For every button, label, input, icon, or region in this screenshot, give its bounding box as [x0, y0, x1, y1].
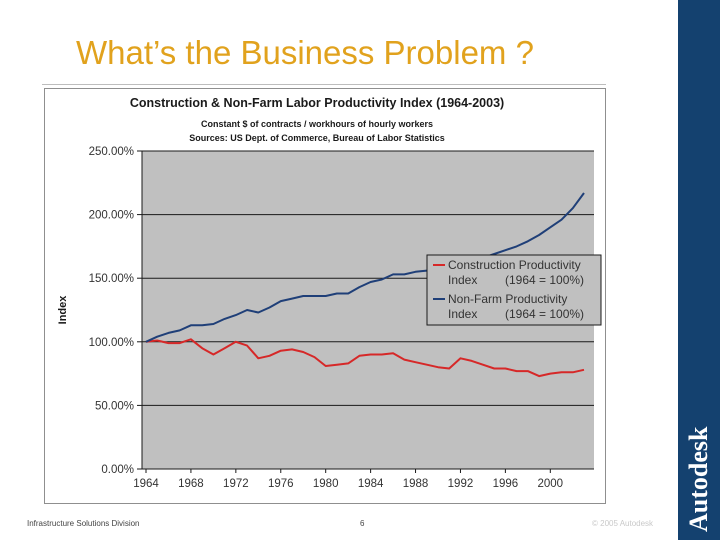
x-tick-label: 1984 — [358, 478, 384, 490]
legend-label-index: Index — [448, 307, 477, 321]
construction-series-line — [145, 338, 585, 378]
slide-title: What’s the Business Problem ? — [76, 34, 534, 71]
page-number: 6 — [360, 519, 365, 528]
x-tick-label: 2000 — [538, 478, 564, 490]
x-tick-label: 1980 — [313, 478, 339, 490]
chart-title: Construction & Non-Farm Labor Productivi… — [130, 96, 504, 110]
title-divider — [42, 84, 606, 85]
y-tick-label: 250.00% — [89, 146, 134, 158]
copyright: © 2005 Autodesk — [592, 519, 654, 528]
brand-wordmark: Autodesk — [684, 426, 713, 532]
x-tick-label: 1992 — [448, 478, 474, 490]
y-tick-label: 200.00% — [89, 210, 134, 222]
footer-division: Infrastructure Solutions Division — [27, 519, 140, 528]
chart-subtitle-line-2: Sources: US Dept. of Commerce, Bureau of… — [189, 133, 445, 143]
x-tick-label: 1988 — [403, 478, 429, 490]
x-tick-label: 1996 — [493, 478, 519, 490]
y-tick-label: 150.00% — [89, 273, 134, 285]
y-tick-label: 50.00% — [95, 400, 134, 412]
x-tick-label: 1972 — [223, 478, 249, 490]
chart-frame: Construction & Non-Farm Labor Productivi… — [44, 88, 606, 504]
series-layer — [145, 192, 585, 378]
y-tick-label: 100.00% — [89, 337, 134, 349]
chart-subtitle-line-1: Constant $ of contracts / workhours of h… — [201, 119, 433, 129]
legend-box — [426, 254, 602, 326]
legend-label-index: Index — [448, 273, 477, 287]
productivity-chart: Construction & Non-Farm Labor Productivi… — [57, 96, 602, 490]
legend-label-base: (1964 = 100%) — [505, 307, 584, 321]
x-tick-label: 1976 — [268, 478, 294, 490]
y-axis-label: Index — [57, 295, 69, 325]
x-tick-label: 1968 — [178, 478, 204, 490]
y-tick-label: 0.00% — [101, 464, 134, 476]
x-tick-label: 1964 — [133, 478, 159, 490]
axes: 0.00% 50.00% 100.00% 150.00% 200.00% 250.00% 1… — [89, 146, 594, 490]
legend-label: Non-Farm Productivity — [448, 292, 567, 306]
legend-label-base: (1964 = 100%) — [505, 273, 584, 287]
legend-label: Construction Productivity — [448, 258, 581, 272]
brand-sidebar: Autodesk — [678, 0, 720, 540]
nonfarm-series-line — [145, 192, 585, 343]
